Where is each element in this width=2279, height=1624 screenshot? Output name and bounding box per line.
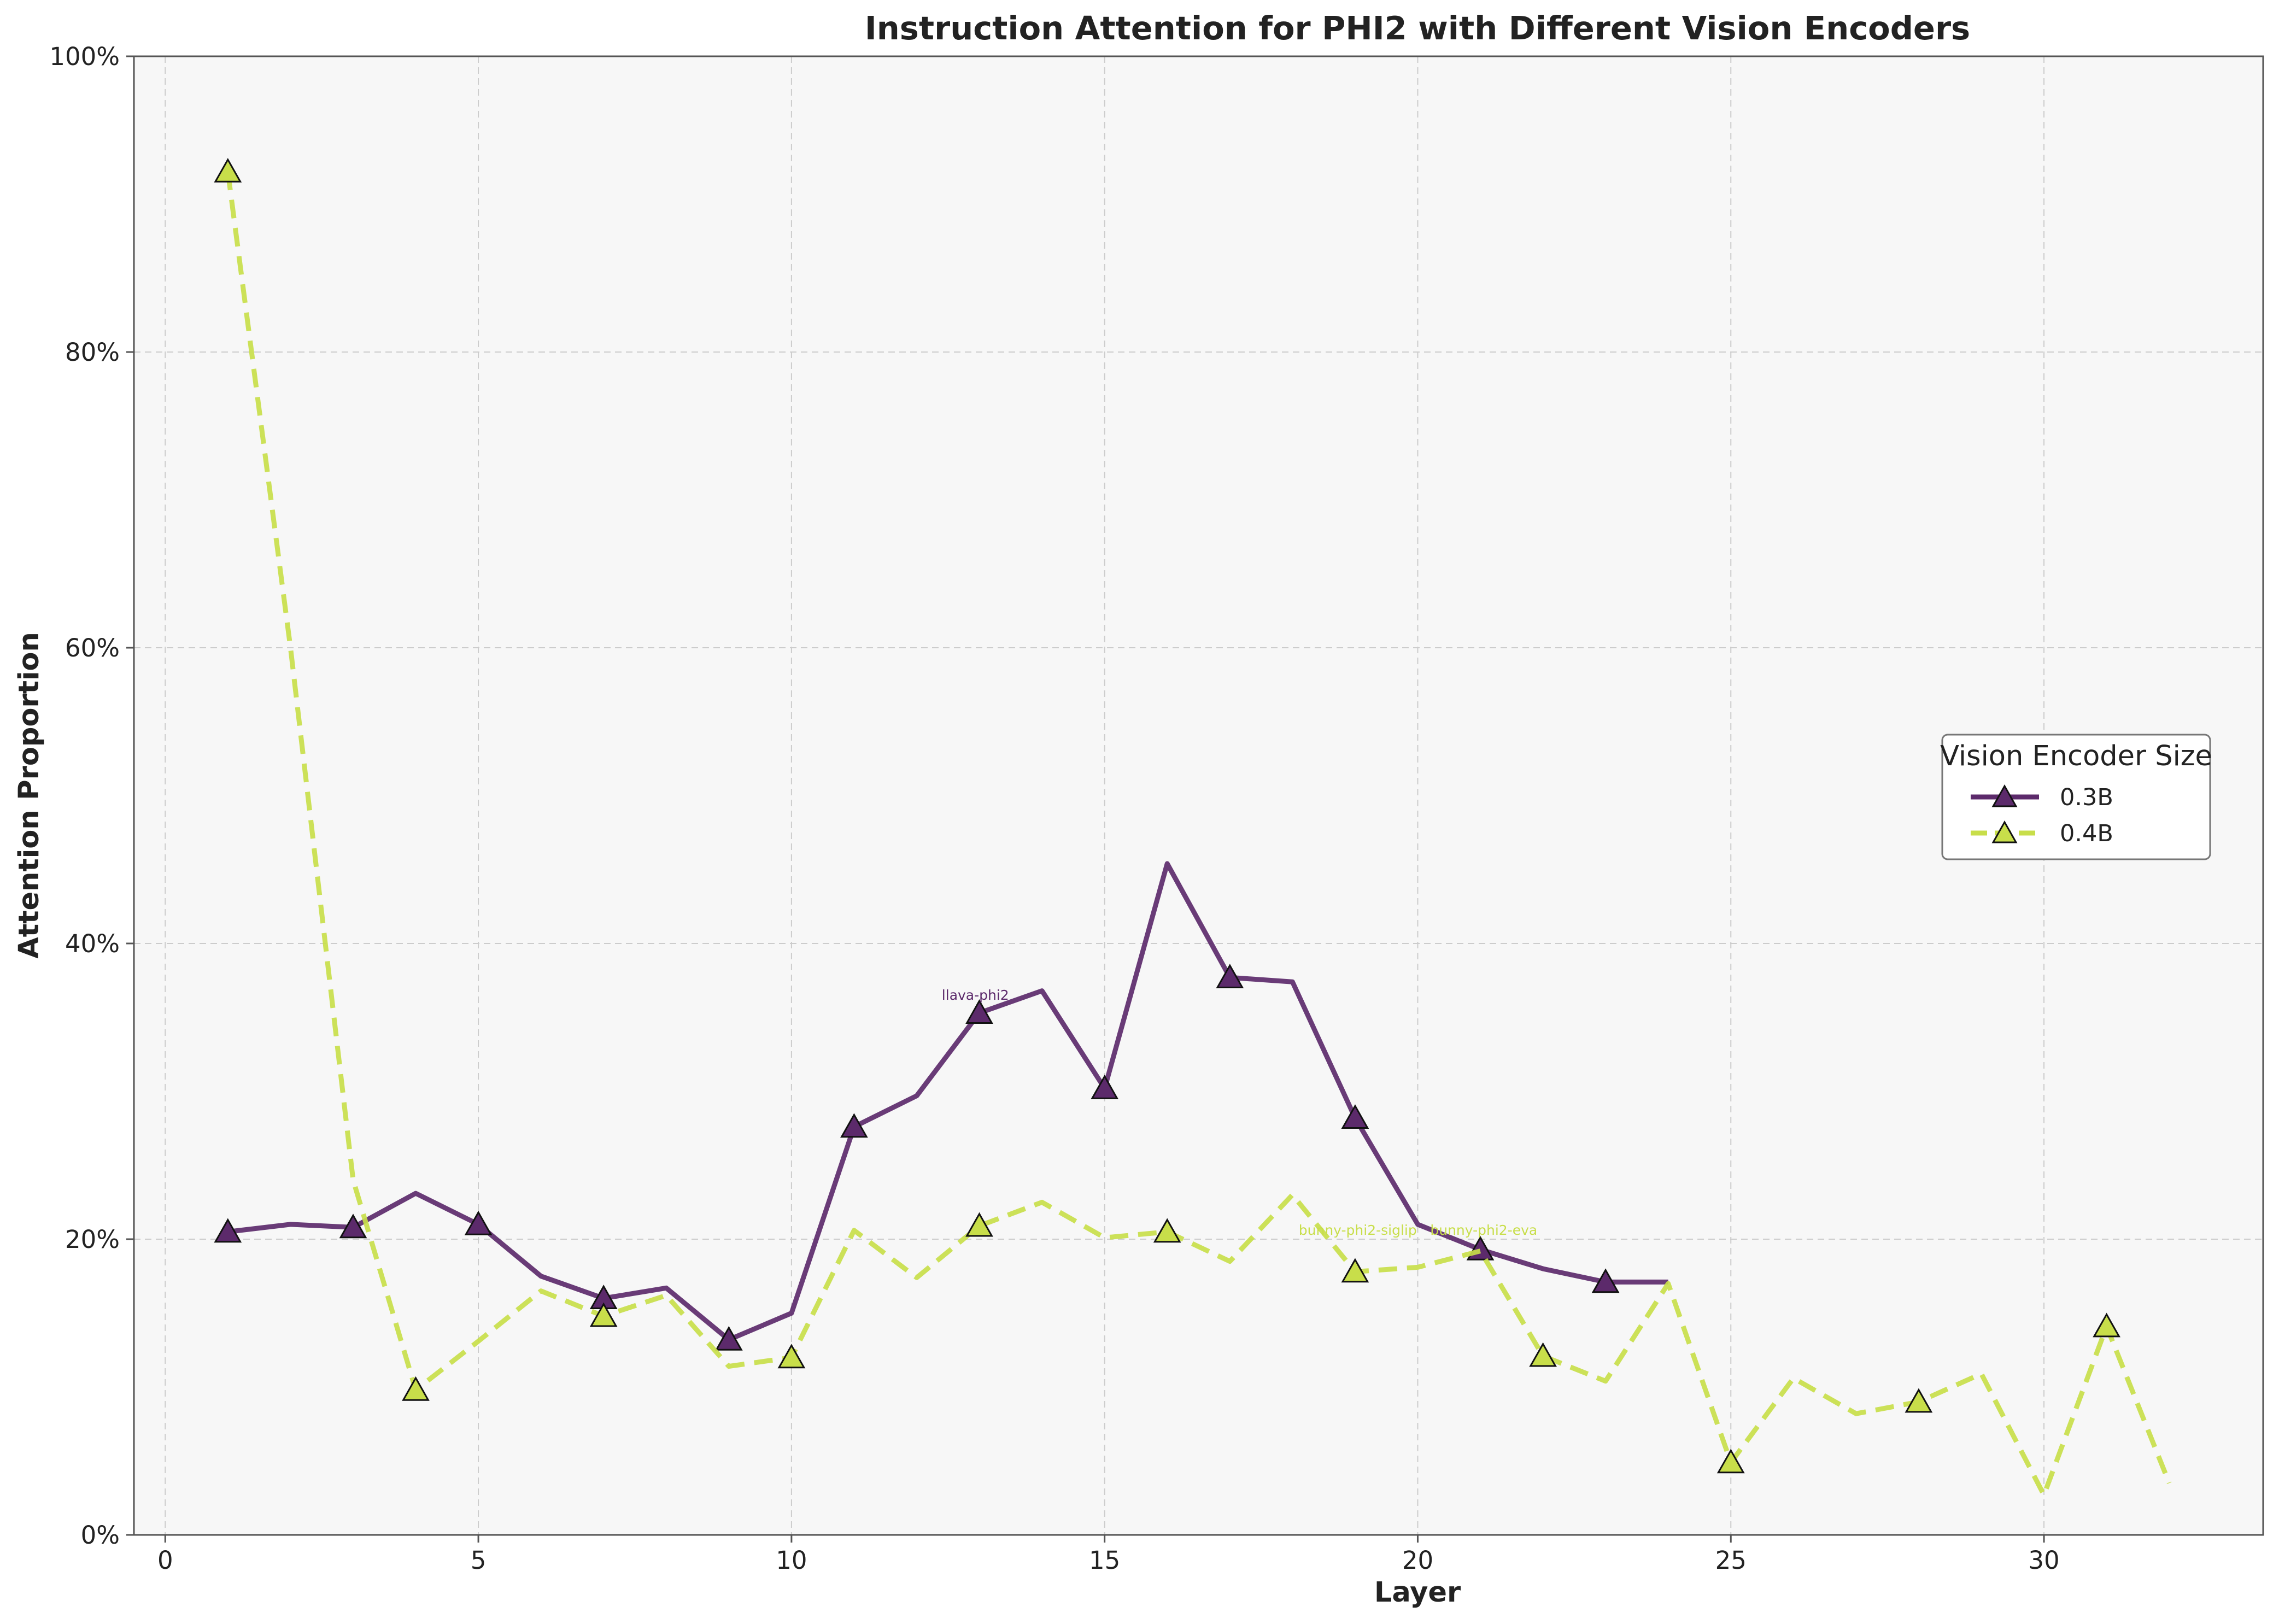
y-axis-ticks: 0% 20% 40% 60% 80% 100% [49,42,134,1550]
legend-entries: 0.3B 0.4B [1971,784,2113,847]
series-annotation: bunny-phi2-siglip [1299,1222,1417,1238]
chart-title: Instruction Attention for PHI2 with Diff… [865,9,1970,47]
plot-area [134,56,2263,1535]
series-line [225,171,2172,1498]
y-tick-label: 0% [81,1521,120,1550]
y-tick-label: 80% [65,338,120,367]
series-line [227,861,1668,1342]
legend-entry: 0.3B [1971,784,2113,811]
data-point-marker [464,1210,493,1235]
x-axis-label: Layer [1374,1576,1461,1609]
legend-title: Vision Encoder Size [1940,740,2212,772]
data-point-marker [714,1326,743,1351]
y-tick-label: 100% [49,42,120,71]
plot-frame [133,55,2264,1536]
data-point-marker [1091,1075,1119,1099]
x-axis-ticks: 0 5 10 15 20 25 30 [157,1535,2060,1575]
x-tick-label: 30 [2028,1546,2059,1575]
data-point-marker [214,1218,242,1243]
x-tick-label: 25 [1715,1546,1747,1575]
legend-label: 0.4B [2060,820,2113,847]
data-point-marker [1216,964,1244,988]
x-tick-label: 0 [157,1546,173,1575]
y-axis-label: Attention Proportion [13,632,45,959]
legend-marker [1991,820,2018,843]
x-tick-label: 15 [1089,1546,1120,1575]
data-point-marker [402,1376,430,1401]
data-point-marker [1153,1218,1181,1243]
x-tick-label: 20 [1402,1546,1433,1575]
data-point-marker [1341,1104,1369,1129]
series-annotation: bunny-phi2-eva [1430,1222,1537,1238]
data-point-marker [2093,1312,2120,1338]
data-point-marker [1905,1388,1933,1413]
y-tick-label: 60% [65,634,120,663]
series-0.4B [214,157,2172,1498]
data-point-marker [965,999,993,1024]
legend: Vision Encoder Size 0.3B 0.4B [1940,734,2212,860]
legend-entry: 0.4B [1971,820,2113,847]
data-point-marker [339,1213,367,1239]
legend-label: 0.3B [2060,784,2113,811]
data-point-marker [589,1302,618,1327]
data-point-marker [965,1212,993,1237]
data-point-marker [1529,1342,1557,1367]
y-tick-label: 40% [65,929,120,958]
series-layer [214,157,2172,1498]
x-tick-label: 5 [471,1546,487,1575]
data-point-marker [777,1344,806,1369]
legend-marker [1991,784,2018,807]
series-annotation: llava-phi2 [942,987,1009,1003]
y-tick-label: 20% [65,1225,120,1254]
legend-box [1941,734,2211,860]
data-point-marker [1716,1449,1745,1474]
data-point-marker [1341,1258,1369,1283]
annotation-layer: llava-phi2 bunny-phi2-siglip bunny-phi2-ev… [942,987,1537,1238]
data-point-marker [214,157,242,183]
x-tick-label: 10 [776,1546,807,1575]
data-point-marker [840,1113,868,1138]
data-point-marker [1591,1268,1620,1293]
